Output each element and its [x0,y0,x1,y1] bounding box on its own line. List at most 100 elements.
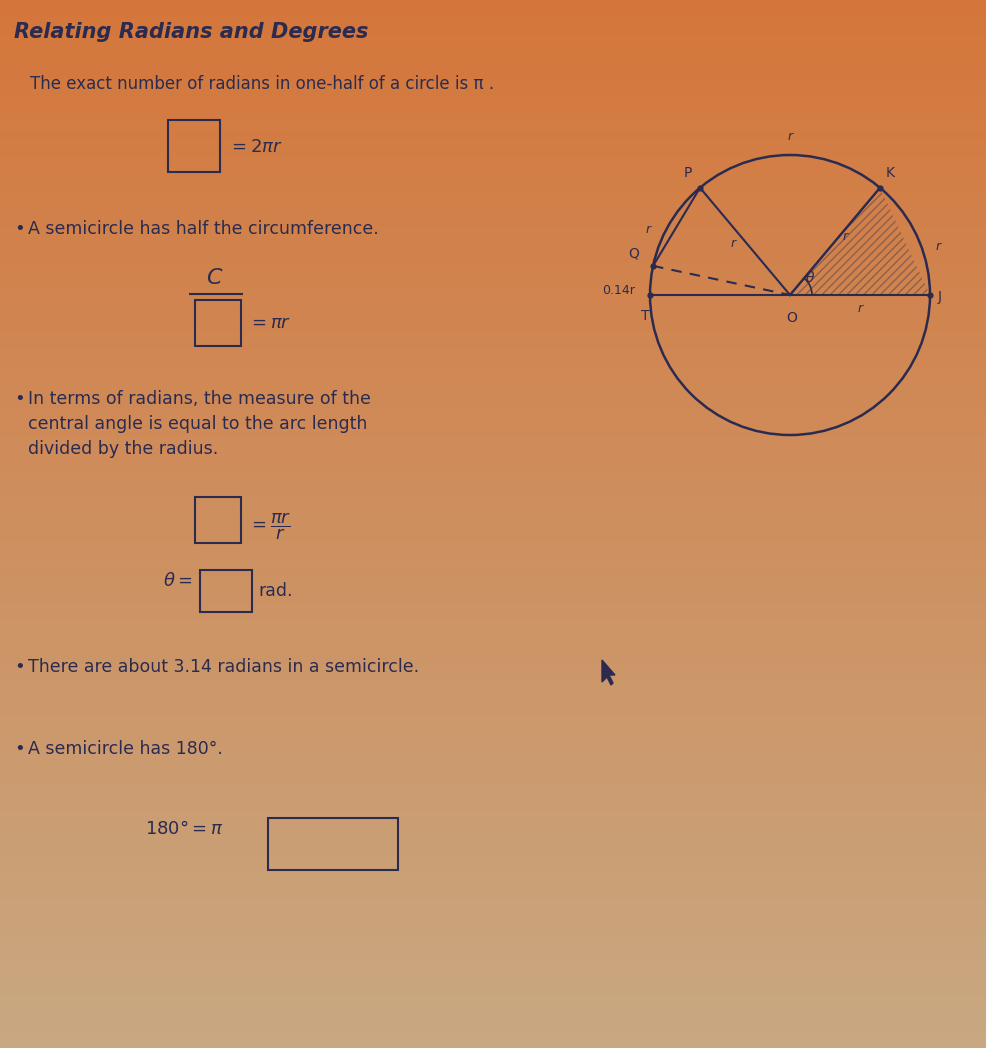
Text: divided by the radius.: divided by the radius. [28,440,218,458]
Bar [0,576,986,585]
Bar [200,570,251,612]
Text: •: • [14,390,25,408]
Bar [0,673,986,681]
Bar [0,262,986,270]
Bar [0,139,986,149]
Text: K: K [885,166,894,180]
Bar [0,760,986,768]
Bar [0,594,986,603]
Bar [0,873,986,882]
Bar [195,300,241,346]
Bar [0,79,986,87]
Bar [0,297,986,306]
Bar [0,830,986,838]
Bar [0,751,986,760]
Bar [0,26,986,35]
Bar [0,532,986,542]
Bar [0,8,986,18]
Bar [0,428,986,437]
Bar [0,542,986,550]
Bar [0,620,986,629]
Text: Relating Radians and Degrees: Relating Radians and Degrees [14,22,368,42]
Text: r: r [730,237,735,249]
Bar [0,961,986,969]
Text: The exact number of radians in one-half of a circle is π .: The exact number of radians in one-half … [30,75,494,93]
Bar [0,323,986,332]
Bar [0,899,986,909]
Bar [0,401,986,411]
Bar [0,804,986,812]
Text: •: • [14,658,25,676]
Bar [0,699,986,707]
Bar [0,210,986,218]
Bar [0,952,986,961]
Bar [0,655,986,663]
Bar [0,0,986,8]
Bar [0,131,986,139]
Bar [0,254,986,262]
Bar [0,1013,986,1022]
Bar [0,734,986,742]
Bar [0,288,986,297]
Bar [0,821,986,830]
Text: P: P [683,166,691,180]
Bar [0,882,986,891]
Bar [0,1030,986,1040]
Bar [0,367,986,375]
Bar [0,725,986,734]
Bar [0,218,986,227]
Bar [0,166,986,175]
Bar [0,480,986,489]
Bar [0,707,986,716]
Text: r: r [842,230,847,243]
Bar [0,270,986,280]
Text: $= 2\pi r$: $= 2\pi r$ [228,138,282,156]
Bar [0,183,986,192]
Bar [0,663,986,673]
Bar [0,550,986,559]
Text: A semicircle has half the circumference.: A semicircle has half the circumference. [28,220,379,238]
Bar [0,472,986,480]
Bar [0,637,986,647]
Bar [0,716,986,725]
Bar [0,35,986,44]
Bar [0,865,986,873]
Bar [0,925,986,935]
Bar [0,943,986,952]
Bar [0,794,986,804]
Bar [0,341,986,349]
Bar [0,437,986,445]
Bar [0,96,986,105]
Bar [0,768,986,778]
Bar [0,105,986,113]
Bar [0,236,986,244]
Bar [0,411,986,419]
Bar [0,847,986,856]
Bar [0,1004,986,1013]
Bar [0,681,986,690]
Text: J: J [937,290,941,304]
Polygon shape [601,660,614,685]
Bar [0,123,986,131]
Bar [0,568,986,576]
Bar [0,856,986,865]
Bar [0,996,986,1004]
Text: A semicircle has 180°.: A semicircle has 180°. [28,740,223,758]
Text: •: • [14,220,25,238]
Bar [0,978,986,987]
Text: $C$: $C$ [206,268,224,288]
Bar [0,489,986,498]
Bar [0,917,986,925]
Text: T: T [640,309,649,323]
Bar [0,838,986,847]
Text: central angle is equal to the arc length: central angle is equal to the arc length [28,415,367,433]
Bar [0,463,986,472]
Bar [0,201,986,210]
Text: •: • [14,740,25,758]
Bar [0,175,986,183]
Bar [0,18,986,26]
Bar [0,742,986,751]
Text: Q: Q [627,247,638,261]
Bar [0,498,986,506]
Bar [0,987,986,996]
